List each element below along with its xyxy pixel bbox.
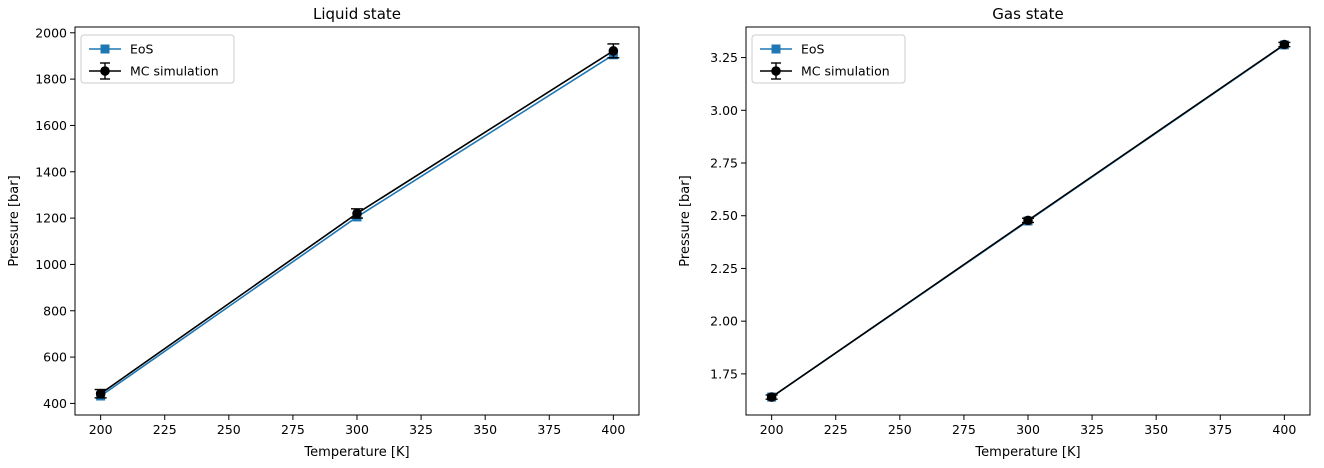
data-point [1279,39,1290,50]
x-tick-label: 350 [1144,422,1168,437]
y-tick-label: 800 [43,303,67,318]
y-axis-label: Pressure [bar] [7,175,22,266]
data-point [95,388,106,399]
y-tick-label: 2.50 [710,208,738,223]
legend-label: MC simulation [130,64,219,79]
x-tick-label: 300 [345,422,369,437]
y-tick-label: 2.00 [710,314,738,329]
x-tick-label: 400 [1272,422,1296,437]
x-tick-label: 225 [153,422,177,437]
data-point [766,392,777,402]
x-tick-label: 200 [760,422,784,437]
x-tick-label: 375 [537,422,561,437]
y-tick-label: 3.00 [710,103,738,118]
legend-entry-eos: EoS [89,42,154,57]
legend-label: MC simulation [801,64,890,79]
x-tick-label: 325 [1080,422,1104,437]
y-axis-label: Pressure [bar] [678,175,693,266]
series-mc-simulation [94,43,620,399]
data-point [352,208,362,219]
legend-entry-eos: EoS [760,42,825,57]
series-line [100,54,614,397]
legend-entry-mc-simulation: MC simulation [89,62,219,80]
y-tick-label: 2000 [35,25,67,40]
legend-marker [771,44,781,54]
legend-entry-mc-simulation: MC simulation [760,62,890,80]
x-tick-label: 250 [888,422,912,437]
chart-title: Gas state [992,5,1063,23]
legend-label: EoS [801,42,825,57]
x-tick-label: 400 [601,422,625,437]
y-tick-label: 1000 [35,257,67,272]
y-tick-label: 3.25 [710,50,738,65]
y-tick-label: 400 [43,396,67,411]
x-axis-label: Temperature [K] [303,445,409,460]
data-point [1023,215,1033,226]
x-tick-label: 225 [824,422,848,437]
chart-2: Gas state 200 225 250 275 300 325 350 375 400 1.75… [678,5,1311,460]
legend-marker [100,44,110,54]
y-tick-label: 1800 [35,72,67,87]
x-axis-label: Temperature [K] [974,445,1080,460]
x-tick-label: 275 [281,422,305,437]
plot-frame [74,26,640,416]
x-tick-label: 300 [1016,422,1040,437]
series-eos [96,50,618,401]
y-tick-label: 1200 [35,211,67,226]
y-tick-label: 1400 [35,164,67,179]
x-tick-label: 375 [1208,422,1232,437]
legend-marker [100,66,110,76]
y-tick-label: 2.75 [710,156,738,171]
legend: EoS MC simulation [751,34,906,84]
plot-frame [745,26,1311,416]
y-tick-label: 1600 [35,118,67,133]
legend-marker [771,66,781,76]
y-tick-label: 2.25 [710,261,738,276]
x-tick-label: 275 [952,422,976,437]
series-mc-simulation [765,39,1291,402]
x-tick-label: 350 [473,422,497,437]
legend: EoS MC simulation [80,34,235,84]
legend-label: EoS [130,42,154,57]
data-point [608,46,619,56]
chart-1: Liquid state 200 225 250 275 300 325 350 375 400 4… [7,5,640,460]
x-tick-label: 325 [409,422,433,437]
x-tick-label: 250 [217,422,241,437]
y-tick-label: 600 [43,350,67,365]
y-tick-label: 1.75 [710,366,738,381]
chart-title: Liquid state [313,5,401,23]
x-tick-label: 200 [89,422,113,437]
